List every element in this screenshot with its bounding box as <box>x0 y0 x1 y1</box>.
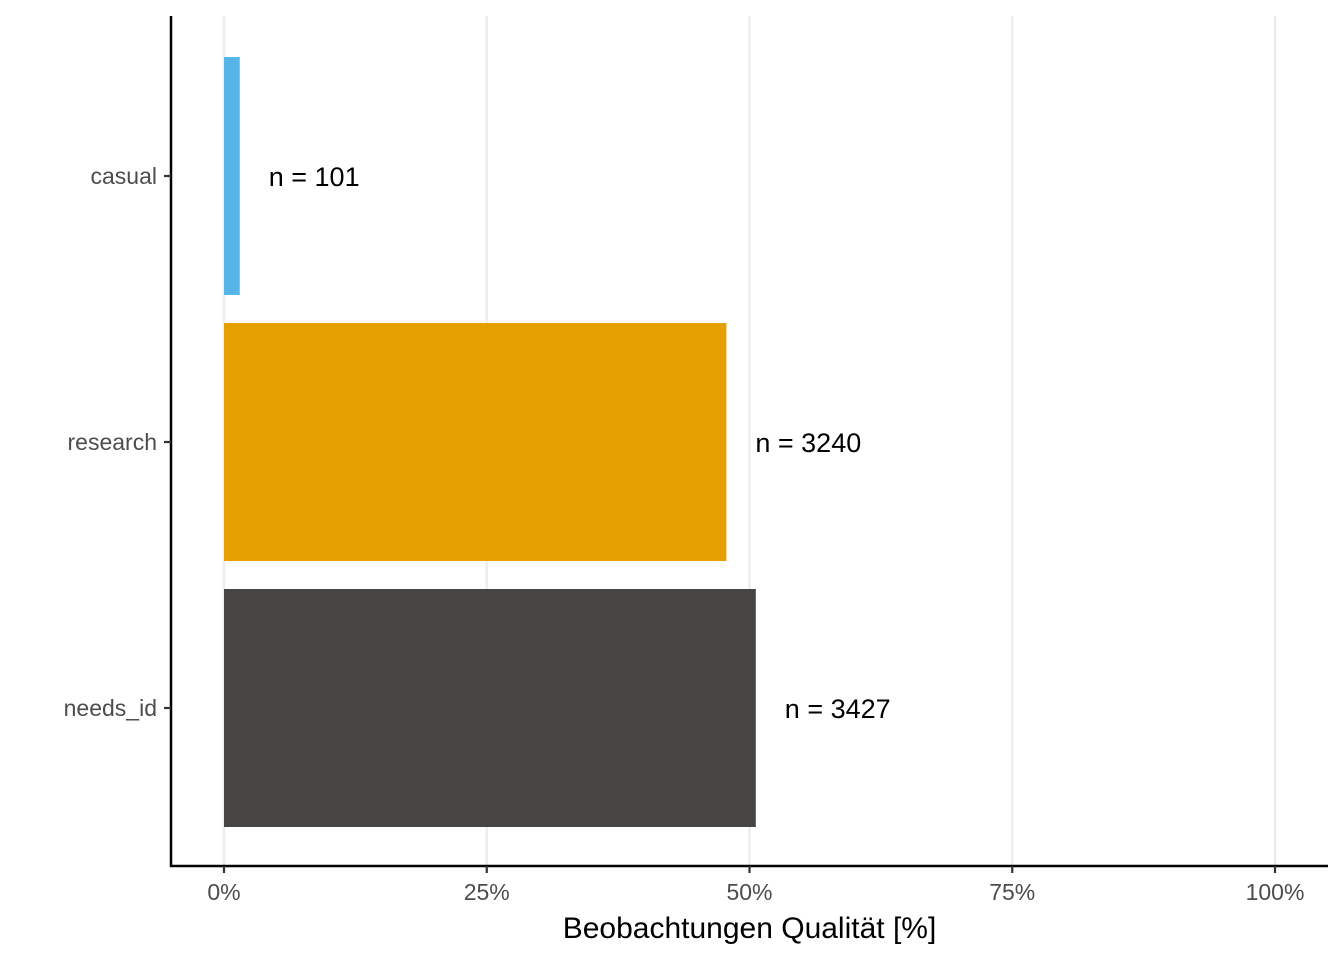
x-axis-ticks: 0% 25% 50% 75% 100% <box>207 866 1304 905</box>
y-tick-label-casual: casual <box>91 163 157 189</box>
bar-research <box>224 323 727 561</box>
bar-label-casual: n = 101 <box>269 162 360 192</box>
bar-needs_id <box>224 589 756 827</box>
bar-label-research: n = 3240 <box>755 428 861 458</box>
bar-casual <box>224 57 240 295</box>
y-tick-label-research: research <box>68 429 157 455</box>
bars <box>224 57 756 827</box>
y-tick-label-needs_id: needs_id <box>64 695 157 721</box>
x-tick-label-3: 75% <box>989 879 1035 905</box>
x-tick-label-1: 25% <box>464 879 510 905</box>
x-tick-label-4: 100% <box>1246 879 1305 905</box>
x-axis-title: Beobachtungen Qualität [%] <box>563 912 937 945</box>
x-tick-label-2: 50% <box>726 879 772 905</box>
x-tick-label-0: 0% <box>207 879 240 905</box>
bar-label-needs_id: n = 3427 <box>785 694 891 724</box>
bar-labels: n = 101 n = 3240 n = 3427 <box>269 162 891 724</box>
y-axis-ticks: casual research needs_id <box>64 163 171 721</box>
